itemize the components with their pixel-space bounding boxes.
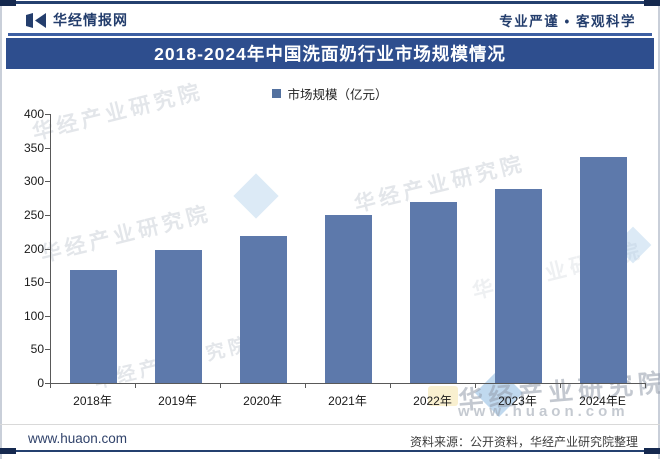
y-axis-tick-label: 200 xyxy=(23,241,44,256)
y-axis-tick-label: 250 xyxy=(23,207,44,222)
legend-label: 市场规模（亿元） xyxy=(287,88,388,102)
x-axis-tick xyxy=(305,384,306,388)
chart-title: 2018-2024年中国洗面奶行业市场规模情况 xyxy=(154,44,506,64)
y-axis-tick xyxy=(45,114,50,115)
bar-2022年 xyxy=(410,202,457,383)
x-axis-label: 2020年 xyxy=(243,394,282,408)
y-axis-tick-label: 50 xyxy=(30,342,44,357)
brand: 华经情报网 xyxy=(26,10,128,30)
bar-2021年 xyxy=(325,215,372,383)
footer-divider xyxy=(0,424,660,425)
x-axis-label: 2023年 xyxy=(498,394,537,408)
x-axis-label: 2018年 xyxy=(73,394,112,408)
header: 华经情报网 专业严谨 • 客观科学 xyxy=(26,8,636,32)
legend: 市场规模（亿元） xyxy=(0,84,660,103)
header-divider xyxy=(8,33,652,36)
brand-name: 华经情报网 xyxy=(53,12,128,28)
y-axis-tick-label: 100 xyxy=(23,308,44,323)
x-axis-tick xyxy=(475,384,476,388)
bar-2019年 xyxy=(155,250,202,383)
bar-2018年 xyxy=(70,270,117,383)
legend-marker-icon xyxy=(272,89,282,98)
corner-mark xyxy=(644,448,660,454)
y-axis-tick xyxy=(45,316,50,317)
footer-source-note: 资料来源：公开资料，华经产业研究院整理 xyxy=(409,435,638,449)
bar-2024年E xyxy=(580,157,627,383)
corner-mark xyxy=(0,0,16,6)
y-axis-tick-label: 350 xyxy=(23,140,44,155)
corner-mark xyxy=(644,0,660,6)
y-axis-tick-label: 150 xyxy=(23,275,44,290)
x-axis-tick xyxy=(220,384,221,388)
bar-2020年 xyxy=(240,236,287,383)
frame-right-border xyxy=(658,0,660,459)
chart-title-banner: 2018-2024年中国洗面奶行业市场规模情况 xyxy=(6,38,654,69)
y-axis-tick-label: 300 xyxy=(23,174,44,189)
y-axis-tick xyxy=(45,181,50,182)
x-axis-label: 2024年E xyxy=(579,394,626,408)
bar-2023年 xyxy=(495,189,542,383)
frame-bottom-border xyxy=(0,450,660,452)
y-axis-tick-label: 400 xyxy=(23,107,44,121)
y-axis-tick xyxy=(45,148,50,149)
plot-area xyxy=(50,114,646,384)
corner-mark xyxy=(0,448,16,454)
x-axis-label: 2019年 xyxy=(158,394,197,408)
brand-logo-icon xyxy=(26,12,46,28)
y-axis-tick xyxy=(45,249,50,250)
header-slogan: 专业严谨 • 客观科学 xyxy=(499,14,636,29)
x-axis-tick xyxy=(645,384,646,388)
y-axis-tick xyxy=(45,349,50,350)
x-axis-tick xyxy=(560,384,561,388)
footer-site-url: www.huaon.com xyxy=(28,431,128,446)
frame-left-border xyxy=(0,0,2,459)
y-axis-tick-label: 0 xyxy=(37,376,44,390)
y-axis-tick xyxy=(45,215,50,216)
x-axis-label: 2022年 xyxy=(413,394,452,408)
x-axis-tick xyxy=(50,384,51,388)
frame-top-border xyxy=(0,1,660,4)
y-axis-tick xyxy=(45,282,50,283)
x-axis-tick xyxy=(390,384,391,388)
y-axis-tick xyxy=(45,383,50,384)
x-axis-tick xyxy=(135,384,136,388)
x-axis-label: 2021年 xyxy=(328,394,367,408)
